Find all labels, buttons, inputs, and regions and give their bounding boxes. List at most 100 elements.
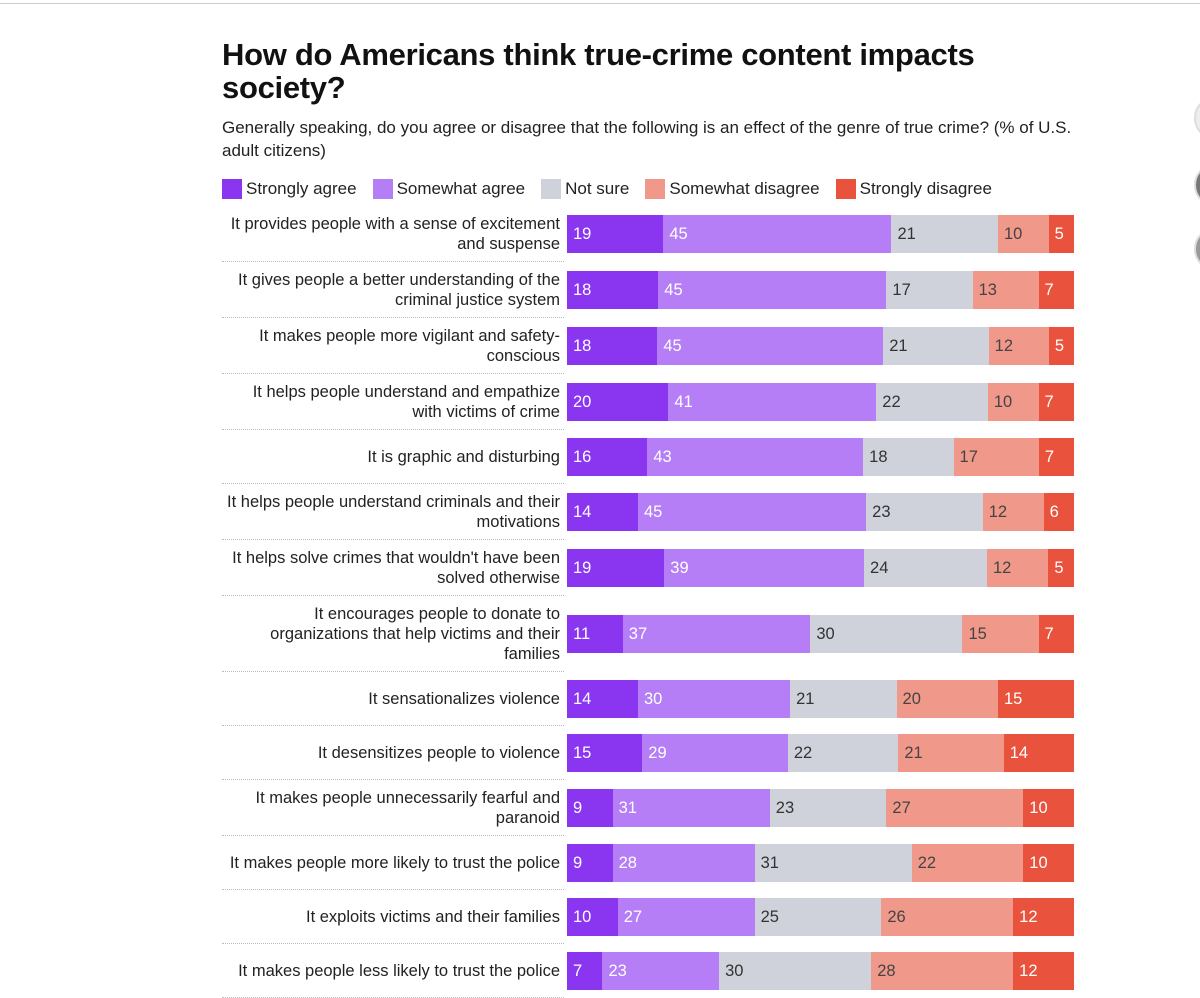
stacked-bar: 18 45 21 12 5: [567, 327, 1074, 365]
bar-segment: 11: [567, 615, 623, 653]
bar-segment: 12: [1013, 898, 1074, 936]
stacked-bar: 11 37 30 15 7: [567, 615, 1074, 653]
data-label: 10: [573, 907, 592, 926]
bar-segment: 26: [881, 898, 1014, 936]
stacked-bar: 14 45 23 12 6: [567, 493, 1075, 531]
chart: How do Americans think true-crime conten…: [222, 37, 1075, 998]
bar-segment: 7: [1038, 438, 1074, 476]
bar-segment: 12: [986, 549, 1049, 587]
avatar[interactable]: [1194, 227, 1200, 271]
bar-row: It helps people understand and empathize…: [222, 374, 1075, 430]
bar-segment: 23: [602, 952, 720, 990]
bar-segment: 15: [962, 615, 1039, 653]
data-label: 31: [618, 798, 637, 817]
bar-segment: 22: [876, 383, 988, 421]
data-label: 12: [988, 502, 1008, 521]
bar-segment: 28: [871, 952, 1014, 990]
bar-segment: 29: [642, 734, 788, 772]
data-label: 12: [994, 336, 1014, 355]
bar-segment: 13: [972, 271, 1039, 309]
chart-subtitle: Generally speaking, do you agree or disa…: [222, 118, 1072, 160]
stacked-bar: 7 23 30 28 12: [567, 952, 1074, 990]
stacked-bar: 19 39 24 12 5: [567, 549, 1074, 587]
category-label: It helps people understand and empathize…: [252, 383, 560, 421]
data-label: 7: [573, 961, 583, 980]
stacked-bar: 20 41 22 10 7: [567, 383, 1075, 421]
data-label: 18: [573, 280, 592, 299]
data-label: 14: [573, 502, 592, 521]
legend-item: Not sure: [541, 179, 629, 199]
bar-segment: 7: [1038, 383, 1075, 421]
bar-segment: 45: [657, 327, 884, 365]
bar-segment: 20: [567, 383, 669, 421]
data-label: 22: [917, 853, 937, 872]
data-label: 31: [760, 853, 779, 872]
data-label: 14: [573, 689, 592, 708]
avatar[interactable]: [1194, 163, 1200, 207]
data-label: 45: [669, 224, 688, 243]
bar-segment: 16: [567, 438, 648, 476]
bar-segment: 7: [1038, 271, 1074, 309]
category-label: It desensitizes people to violence: [317, 744, 560, 762]
data-label: 9: [573, 853, 583, 872]
bar-segment: 43: [647, 438, 864, 476]
legend-swatch: [541, 179, 562, 199]
legend-item: Strongly agree: [222, 179, 357, 199]
data-label: 23: [775, 798, 795, 817]
data-label: 45: [643, 502, 663, 521]
data-label: 12: [1019, 961, 1038, 980]
bar-segment: 39: [664, 549, 865, 587]
avatar[interactable]: [1194, 96, 1200, 140]
data-label: 26: [887, 907, 906, 926]
data-label: 39: [670, 558, 689, 577]
data-label: 27: [892, 798, 911, 817]
bar-segment: 24: [864, 549, 987, 587]
category-label: It provides people with a sense of excit…: [230, 215, 560, 253]
legend-label: Not sure: [565, 179, 630, 198]
data-label: 5: [1054, 224, 1064, 243]
data-label: 5: [1054, 558, 1064, 577]
bar-segment: 14: [567, 493, 638, 531]
legend-item: Somewhat agree: [372, 179, 526, 199]
stacked-bar: 18 45 17 13 7: [567, 271, 1074, 309]
bar-segment: 21: [891, 215, 998, 253]
bar-segment: 45: [658, 271, 887, 309]
data-label: 18: [573, 336, 592, 355]
bar-segment: 15: [567, 734, 643, 772]
bar-segment: 12: [982, 493, 1044, 531]
bar-segment: 10: [997, 215, 1049, 253]
data-label: 10: [1029, 798, 1048, 817]
legend-swatch: [222, 179, 242, 199]
data-label: 28: [618, 853, 637, 872]
bar-segment: 23: [866, 493, 983, 531]
data-label: 15: [1003, 689, 1023, 708]
bar-row: It gives people a better understanding o…: [222, 262, 1074, 318]
bar-segment: 9: [567, 844, 613, 882]
category-label: It makes people less likely to trust the…: [238, 962, 560, 980]
bar-segment: 23: [769, 789, 887, 827]
bar-segment: 28: [612, 844, 755, 882]
data-label: 7: [1044, 447, 1055, 466]
data-label: 6: [1049, 502, 1059, 521]
chart-title: How do Americans think true-crime conten…: [222, 37, 975, 105]
bar-segment: 9: [567, 789, 613, 827]
bar-segment: 45: [663, 215, 892, 253]
data-label: 28: [877, 961, 896, 980]
stacked-bar: 14 30 21 20 15: [567, 680, 1074, 718]
bar-segment: 10: [567, 898, 618, 936]
data-label: 25: [760, 907, 779, 926]
bar-segment: 19: [567, 549, 665, 587]
bar-segment: 18: [567, 327, 658, 365]
data-label: 10: [1029, 853, 1048, 872]
bar-segment: 14: [567, 680, 638, 718]
bar-segment: 25: [754, 898, 882, 936]
data-label: 21: [889, 336, 908, 355]
bar-segment: 21: [898, 734, 1004, 772]
bar-segment: 5: [1048, 549, 1074, 587]
data-label: 23: [608, 961, 627, 980]
bar-segment: 7: [567, 952, 603, 990]
data-label: 7: [1044, 280, 1054, 299]
legend-label: Somewhat agree: [396, 179, 526, 198]
bar-rows: It provides people with a sense of excit…: [222, 206, 1075, 998]
legend: Strongly agree Somewhat agree Not sure Some…: [222, 178, 1074, 200]
